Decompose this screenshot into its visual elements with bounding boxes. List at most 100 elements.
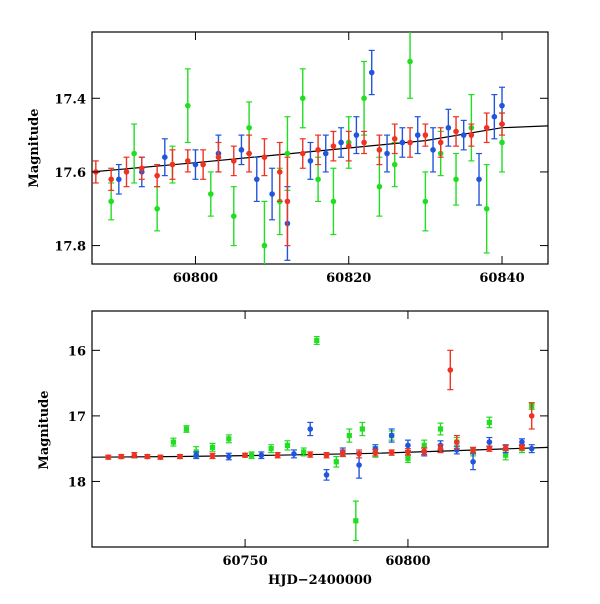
data-point bbox=[356, 451, 362, 457]
data-point bbox=[230, 158, 237, 164]
data-point bbox=[453, 128, 459, 135]
data-point bbox=[301, 449, 307, 455]
data-point bbox=[131, 150, 137, 157]
data-point bbox=[307, 158, 314, 164]
data-point bbox=[330, 143, 337, 149]
data-point bbox=[307, 451, 314, 458]
top-panel-y-axis-title: Magnitude bbox=[27, 108, 42, 187]
data-point bbox=[388, 449, 395, 456]
data-point bbox=[476, 176, 482, 183]
data-point bbox=[405, 449, 411, 455]
bottom-panel-x-axis-title: HJD−2400000 bbox=[268, 573, 372, 588]
data-point bbox=[353, 518, 359, 524]
data-point bbox=[503, 452, 509, 458]
data-point bbox=[118, 453, 125, 460]
data-point bbox=[184, 102, 191, 109]
data-point bbox=[499, 102, 505, 109]
data-point bbox=[258, 452, 265, 459]
bottom-panel-ticks: 60750 60800 16 17 18 bbox=[68, 311, 548, 569]
data-point bbox=[299, 150, 306, 157]
data-point bbox=[391, 161, 398, 168]
data-point bbox=[454, 439, 460, 445]
data-point bbox=[447, 367, 454, 373]
data-point bbox=[291, 451, 297, 457]
top-panel: 60800 60820 60840 17.4 17.6 17.8 Magnitude bbox=[27, 31, 549, 286]
data-point bbox=[359, 426, 365, 432]
data-point bbox=[437, 139, 444, 146]
data-point bbox=[139, 165, 145, 172]
data-point bbox=[242, 452, 248, 459]
data-point bbox=[502, 445, 509, 451]
y-tick-label: 16 bbox=[68, 344, 86, 359]
data-point bbox=[486, 439, 493, 445]
data-point bbox=[269, 191, 275, 197]
data-point bbox=[376, 147, 383, 153]
data-point bbox=[372, 449, 379, 456]
data-point bbox=[200, 161, 206, 168]
x-tick-label: 60800 bbox=[385, 554, 430, 569]
data-point bbox=[453, 176, 459, 183]
data-point bbox=[105, 454, 112, 460]
data-point bbox=[460, 132, 467, 138]
data-point bbox=[437, 445, 444, 452]
data-point bbox=[372, 445, 379, 452]
data-point bbox=[108, 198, 114, 205]
data-point bbox=[177, 453, 183, 460]
data-point bbox=[323, 472, 330, 478]
data-point bbox=[284, 442, 291, 448]
data-point bbox=[323, 452, 330, 459]
data-point bbox=[405, 455, 411, 462]
data-point bbox=[445, 124, 452, 131]
y-tick-label: 17 bbox=[68, 410, 86, 425]
data-point bbox=[108, 176, 114, 183]
data-point bbox=[209, 453, 216, 459]
data-point bbox=[230, 213, 237, 219]
data-point bbox=[407, 58, 413, 65]
data-point bbox=[253, 176, 260, 183]
data-point bbox=[314, 337, 320, 344]
data-point bbox=[276, 169, 283, 175]
data-point bbox=[169, 161, 176, 168]
data-point bbox=[422, 132, 429, 138]
data-point bbox=[421, 442, 427, 448]
data-point bbox=[486, 419, 492, 426]
data-point bbox=[154, 205, 160, 212]
data-point bbox=[338, 139, 344, 146]
series-2 bbox=[115, 49, 506, 261]
data-point bbox=[144, 453, 151, 460]
data-point bbox=[315, 176, 321, 183]
data-point bbox=[154, 172, 160, 179]
data-point bbox=[307, 426, 314, 432]
data-point bbox=[284, 150, 291, 157]
y-tick-label: 17.8 bbox=[54, 240, 86, 255]
x-tick-label: 60840 bbox=[479, 271, 524, 286]
data-point bbox=[192, 161, 199, 168]
data-point bbox=[361, 95, 367, 102]
data-point bbox=[491, 113, 498, 120]
data-point bbox=[405, 442, 411, 449]
top-panel-ticks: 60800 60820 60840 17.4 17.6 17.8 bbox=[54, 32, 548, 286]
data-point bbox=[322, 150, 329, 157]
data-point bbox=[274, 452, 281, 459]
data-point bbox=[468, 132, 475, 138]
data-point bbox=[340, 450, 346, 457]
data-point bbox=[519, 444, 525, 451]
data-point bbox=[226, 453, 232, 460]
data-point bbox=[384, 150, 390, 157]
data-point bbox=[249, 452, 255, 458]
data-point bbox=[170, 439, 177, 445]
data-point bbox=[499, 139, 505, 146]
bottom-panel-marks bbox=[92, 335, 548, 542]
data-point bbox=[376, 183, 383, 190]
data-point bbox=[333, 459, 339, 465]
data-point bbox=[486, 445, 493, 452]
data-point bbox=[193, 452, 200, 459]
data-point bbox=[131, 452, 138, 459]
x-tick-label: 60820 bbox=[326, 271, 371, 286]
data-point bbox=[437, 426, 444, 432]
top-panel-marks bbox=[92, 32, 548, 264]
data-point bbox=[399, 139, 406, 146]
data-point bbox=[215, 154, 222, 161]
